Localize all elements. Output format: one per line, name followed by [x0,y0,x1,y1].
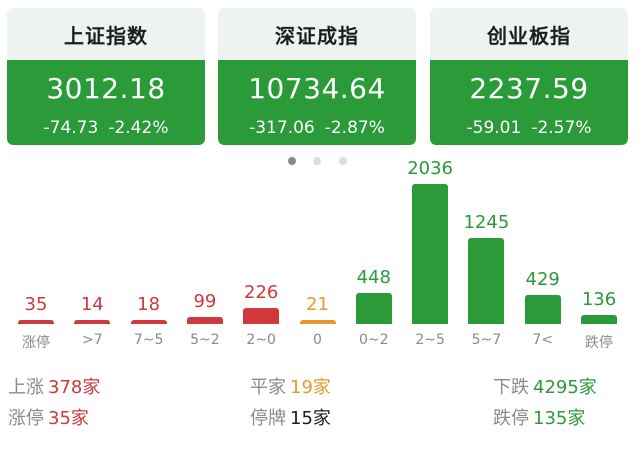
summary-halt-label: 停牌 [250,408,286,429]
distribution-category-label: 5~7 [471,332,502,348]
distribution-bar-value: 21 [306,294,329,315]
distribution-bar [18,320,54,324]
index-body: 3012.18 -74.73 -2.42% [7,60,205,145]
distribution-bar-value: 14 [80,294,104,315]
distribution-bar-value: 226 [244,282,279,303]
distribution-bar [130,320,167,324]
distribution-category-label: >7 [81,332,103,348]
pager-dots [0,157,640,169]
index-value: 3012.18 [46,72,166,105]
index-card-shanghai[interactable]: 上证指数 3012.18 -74.73 -2.42% [7,8,205,145]
summary-halt: 停牌 15家 [250,404,331,430]
rise-fall-distribution-chart: 35 涨停 14 >7 18 7~5 99 5~2 226 2~0 21 0 448 0~2 2036 2~5… [0,158,640,370]
distribution-category-label: 2~0 [246,332,276,348]
distribution-bar [581,315,617,324]
summary-fall-value: 4295家 [533,377,597,398]
index-change-pct: -2.42% [108,118,169,138]
index-card-chinext[interactable]: 创业板指 2237.59 -59.01 -2.57% [430,8,628,145]
index-change-row: -317.06 -2.87% [218,118,416,138]
summary-halt-value: 15家 [290,408,331,429]
pager-dot[interactable] [313,157,321,165]
index-name: 深证成指 [275,23,359,48]
distribution-bar [468,238,505,324]
distribution-category-label: 涨停 [22,335,50,351]
distribution-bar-value: 1245 [463,212,510,233]
distribution-bar [524,295,561,324]
index-name: 上证指数 [64,23,148,48]
index-value: 10734.64 [248,72,386,105]
distribution-bar [355,293,392,324]
distribution-bar-value: 448 [356,267,391,288]
index-change-pct: -2.87% [324,118,385,138]
summary-limit-up-label: 涨停 [8,408,44,429]
distribution-category-label: 0 [313,332,322,348]
summary-fall-label: 下跌 [493,377,529,398]
pager-dot[interactable] [339,157,347,165]
distribution-bar-value: 18 [137,294,161,315]
summary-rise-label: 上涨 [8,377,44,398]
summary-limit-up-value: 35家 [48,408,89,429]
index-name: 创业板指 [487,23,571,48]
summary-fall: 下跌 4295家 [493,373,597,399]
distribution-bar-value: 429 [525,269,560,290]
distribution-category-label: 跌停 [585,335,613,351]
index-body: 10734.64 -317.06 -2.87% [218,60,416,145]
distribution-bar-value: 136 [581,289,617,310]
distribution-bar-value: 2036 [407,158,453,179]
distribution-bar [74,320,111,324]
distribution-bar-value: 99 [193,291,217,312]
distribution-category-label: 5~2 [190,332,220,348]
index-change: -317.06 [249,118,315,138]
summary-flat-value: 19家 [290,377,331,398]
distribution-bar [299,320,336,324]
index-change-pct: -2.57% [531,118,592,138]
summary-limit-down: 跌停 135家 [493,404,585,430]
index-value: 2237.59 [469,72,589,105]
pager-dot[interactable] [288,157,296,165]
summary-flat: 平家 19家 [250,373,331,399]
distribution-category-label: 7~5 [133,332,164,348]
distribution-bar [243,308,280,324]
distribution-bar-value: 35 [24,294,48,315]
index-card-shenzhen[interactable]: 深证成指 10734.64 -317.06 -2.87% [218,8,416,145]
distribution-bar [186,317,223,324]
summary-rise: 上涨 378家 [8,373,100,399]
index-change-row: -74.73 -2.42% [7,118,205,138]
index-change: -59.01 [466,118,522,138]
index-change: -74.73 [43,118,99,138]
summary-flat-label: 平家 [250,377,286,398]
index-body: 2237.59 -59.01 -2.57% [430,60,628,145]
summary-limit-down-value: 135家 [533,408,586,429]
index-change-row: -59.01 -2.57% [430,118,628,138]
summary-limit-down-label: 跌停 [493,408,529,429]
distribution-category-label: 0~2 [359,332,389,348]
distribution-bar [412,184,449,324]
summary-rise-value: 378家 [48,377,101,398]
summary-limit-up: 涨停 35家 [8,404,89,430]
distribution-category-label: 7< [532,332,553,348]
distribution-category-label: 2~5 [415,332,445,348]
